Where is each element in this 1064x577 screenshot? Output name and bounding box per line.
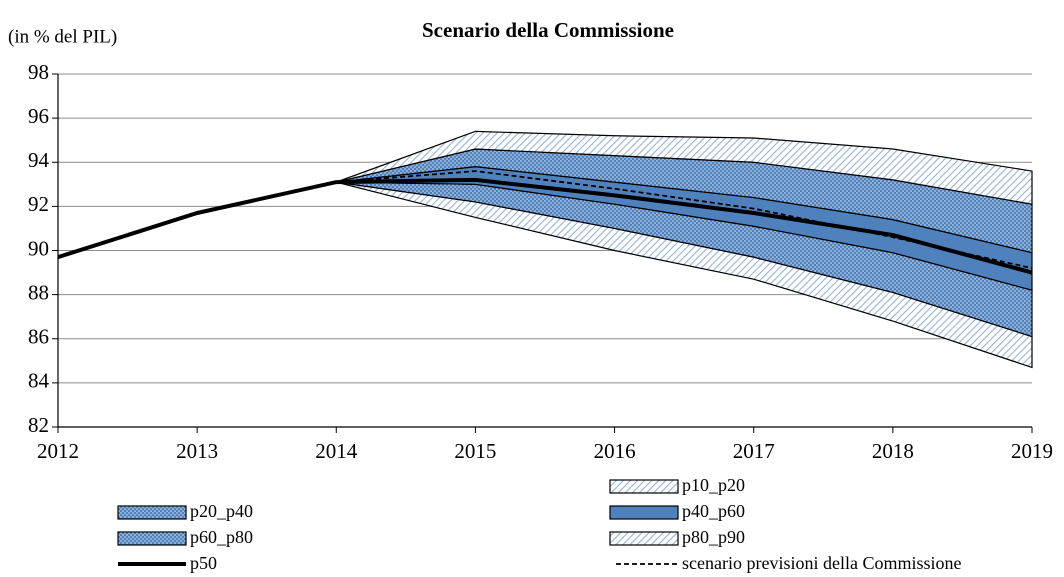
legend-label: p80_p90 [682, 527, 745, 547]
legend-label: p40_p60 [682, 501, 745, 521]
y-tick-label: 82 [28, 413, 49, 437]
legend-label: p60_p80 [190, 527, 253, 547]
legend-label: scenario previsioni della Commissione [682, 553, 961, 573]
y-tick-label: 96 [28, 104, 49, 128]
x-tick-label: 2016 [594, 439, 636, 463]
y-tick-label: 90 [28, 236, 49, 260]
legend-swatch [609, 505, 679, 520]
y-tick-label: 84 [28, 369, 50, 393]
x-tick-label: 2013 [176, 439, 218, 463]
y-tick-label: 92 [28, 192, 49, 216]
legend-label: p50 [190, 553, 217, 573]
x-tick-label: 2012 [37, 439, 79, 463]
fan-band [336, 130, 1033, 205]
chart-title: Scenario della Commissione [422, 18, 674, 42]
x-tick-label: 2015 [454, 439, 496, 463]
legend-label: p10_p20 [682, 475, 745, 495]
y-tick-label: 88 [28, 280, 49, 304]
legend-label: p20_p40 [190, 501, 253, 521]
y-tick-label: 86 [28, 325, 49, 349]
y-axis-label: (in % del PIL) [8, 26, 117, 47]
x-tick-label: 2019 [1011, 439, 1053, 463]
y-tick-label: 98 [28, 60, 49, 84]
line [57, 177, 1033, 275]
legend-swatch [117, 505, 187, 520]
legend-swatch [609, 479, 679, 494]
dashed-line [336, 170, 1033, 270]
x-tick-label: 2014 [315, 439, 358, 463]
legend-swatch [609, 531, 679, 546]
x-tick-label: 2018 [872, 439, 914, 463]
y-tick-label: 94 [28, 148, 50, 172]
legend-swatch [117, 531, 187, 546]
x-tick-label: 2017 [733, 439, 775, 463]
